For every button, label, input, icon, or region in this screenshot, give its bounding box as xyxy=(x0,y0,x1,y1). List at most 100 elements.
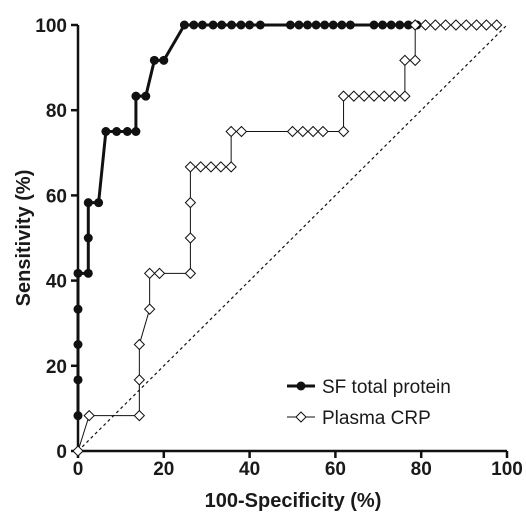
data-point-sf-total-protein xyxy=(73,340,83,349)
y-tick-label: 60 xyxy=(46,186,67,207)
y-axis-title: Sensitivity (%) xyxy=(13,170,35,307)
data-point-sf-total-protein xyxy=(73,375,83,385)
data-point-sf-total-protein xyxy=(328,20,338,30)
data-point-sf-total-protein xyxy=(217,20,227,30)
y-tick-label: 100 xyxy=(35,16,67,37)
x-tick-label: 0 xyxy=(73,459,84,480)
y-tick-label: 20 xyxy=(46,357,67,378)
data-point-plasma-crp xyxy=(184,267,197,280)
data-point-plasma-crp xyxy=(460,19,472,31)
legend: SF total protein Plasma CRP xyxy=(287,377,451,429)
data-point-plasma-crp xyxy=(490,19,503,31)
axes: 0 20 40 60 80 100 0 20 40 60 80 100 xyxy=(35,16,523,480)
data-point-plasma-crp xyxy=(358,90,370,102)
data-point-sf-total-protein xyxy=(131,127,141,136)
data-point-sf-total-protein xyxy=(189,20,199,30)
data-point-plasma-crp xyxy=(450,19,462,31)
data-point-plasma-crp xyxy=(83,409,95,422)
data-point-sf-total-protein xyxy=(83,233,93,243)
data-point-plasma-crp xyxy=(419,19,432,31)
data-point-plasma-crp xyxy=(184,161,197,173)
data-point-sf-total-protein xyxy=(345,20,355,30)
data-point-sf-total-protein xyxy=(73,411,83,421)
series-sf-total-protein xyxy=(73,20,422,421)
legend-marker-sf-total-protein xyxy=(296,381,306,391)
data-point-plasma-crp xyxy=(225,125,237,138)
data-point-sf-total-protein xyxy=(227,20,237,30)
data-point-plasma-crp xyxy=(439,19,452,31)
data-point-plasma-crp xyxy=(184,232,197,244)
data-point-sf-total-protein xyxy=(159,55,169,65)
data-point-plasma-crp xyxy=(337,90,350,102)
x-tick-label: 20 xyxy=(153,459,174,480)
x-tick-label: 80 xyxy=(411,459,432,480)
data-point-plasma-crp xyxy=(388,90,401,102)
data-point-plasma-crp xyxy=(368,90,380,102)
data-point-plasma-crp xyxy=(409,54,421,67)
data-point-plasma-crp xyxy=(297,125,309,138)
y-tick-label: 40 xyxy=(46,272,67,293)
series-layer xyxy=(72,19,503,457)
data-point-sf-total-protein xyxy=(403,20,413,30)
x-tick-label: 40 xyxy=(239,459,260,480)
data-point-sf-total-protein xyxy=(369,20,379,30)
data-point-sf-total-protein xyxy=(83,198,93,208)
data-point-sf-total-protein xyxy=(236,20,246,30)
data-point-sf-total-protein xyxy=(83,268,93,278)
plot-area xyxy=(77,24,508,452)
data-point-plasma-crp xyxy=(225,161,237,173)
y-tick-label: 0 xyxy=(56,442,67,463)
data-point-sf-total-protein xyxy=(208,20,218,30)
data-point-plasma-crp xyxy=(133,338,146,351)
data-point-plasma-crp xyxy=(409,19,421,31)
data-point-plasma-crp xyxy=(133,374,146,386)
series-line-sf-total-protein xyxy=(76,23,417,416)
data-point-sf-total-protein xyxy=(395,20,405,30)
data-point-plasma-crp xyxy=(399,90,411,102)
data-point-plasma-crp xyxy=(194,161,207,173)
data-point-plasma-crp xyxy=(286,125,299,138)
data-point-sf-total-protein xyxy=(122,127,132,136)
data-point-sf-total-protein xyxy=(179,20,189,30)
y-tick-label: 80 xyxy=(46,101,67,122)
data-point-plasma-crp xyxy=(215,161,227,173)
legend-label-sf-total-protein: SF total protein xyxy=(322,377,451,398)
data-point-plasma-crp xyxy=(153,267,166,280)
data-point-sf-total-protein xyxy=(311,20,321,30)
data-point-sf-total-protein xyxy=(73,268,83,278)
data-point-sf-total-protein xyxy=(294,20,304,30)
data-point-plasma-crp xyxy=(348,90,360,102)
x-tick-label: 60 xyxy=(325,459,346,480)
data-point-plasma-crp xyxy=(143,303,156,315)
data-point-plasma-crp xyxy=(429,19,442,31)
data-point-sf-total-protein xyxy=(131,91,141,101)
data-point-sf-total-protein xyxy=(378,20,388,30)
data-point-sf-total-protein xyxy=(285,20,295,30)
data-point-sf-total-protein xyxy=(320,20,330,30)
data-point-sf-total-protein xyxy=(94,198,104,208)
data-point-sf-total-protein xyxy=(255,20,265,30)
data-point-sf-total-protein xyxy=(112,127,122,136)
data-point-sf-total-protein xyxy=(386,20,396,30)
data-point-plasma-crp xyxy=(399,54,411,67)
data-point-plasma-crp xyxy=(72,445,84,457)
x-tick-label: 100 xyxy=(491,459,523,480)
reference-diagonal-line xyxy=(77,24,508,452)
data-point-plasma-crp xyxy=(337,125,350,138)
data-point-plasma-crp xyxy=(235,125,248,138)
x-axis-title: 100-Specificity (%) xyxy=(205,490,382,512)
legend-marker-plasma-crp xyxy=(295,411,307,423)
data-point-sf-total-protein xyxy=(245,20,255,30)
data-point-sf-total-protein xyxy=(303,20,313,30)
data-point-sf-total-protein xyxy=(73,304,83,314)
series-plasma-crp xyxy=(72,19,503,457)
data-point-sf-total-protein xyxy=(149,55,159,65)
data-point-sf-total-protein xyxy=(141,91,151,101)
axis-labels: 100-Specificity (%) Sensitivity (%) xyxy=(13,170,381,512)
legend-label-plasma-crp: Plasma CRP xyxy=(322,408,431,429)
data-point-plasma-crp xyxy=(470,19,483,31)
data-point-plasma-crp xyxy=(205,161,217,173)
data-point-plasma-crp xyxy=(133,409,146,422)
data-point-plasma-crp xyxy=(378,90,391,102)
